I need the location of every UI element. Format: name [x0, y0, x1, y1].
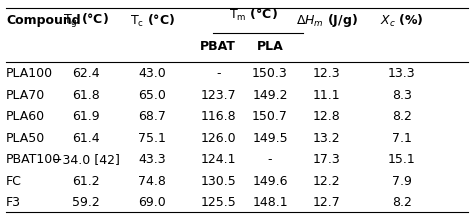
Text: 61.4: 61.4 — [73, 131, 100, 145]
Text: 69.0: 69.0 — [138, 196, 166, 209]
Text: $\Delta H_m$ (J/g): $\Delta H_m$ (J/g) — [296, 12, 357, 29]
Text: 125.5: 125.5 — [201, 196, 236, 209]
Text: $\mathrm{T_m}$ (°C): $\mathrm{T_m}$ (°C) — [229, 7, 278, 23]
Text: 61.9: 61.9 — [73, 110, 100, 123]
Text: PLA60: PLA60 — [6, 110, 45, 123]
Text: 7.1: 7.1 — [392, 131, 412, 145]
Text: $\mathrm{T_c}$ (°C): $\mathrm{T_c}$ (°C) — [129, 13, 175, 29]
Text: 12.3: 12.3 — [313, 67, 340, 80]
Text: −34.0 [42]: −34.0 [42] — [52, 153, 120, 166]
Text: 123.7: 123.7 — [201, 89, 236, 102]
Text: 74.8: 74.8 — [138, 175, 166, 188]
Text: 12.7: 12.7 — [313, 196, 340, 209]
Text: 61.2: 61.2 — [73, 175, 100, 188]
Text: 59.2: 59.2 — [73, 196, 100, 209]
Text: $X_c$ (%): $X_c$ (%) — [380, 13, 424, 29]
Text: -: - — [268, 153, 272, 166]
Text: PLA70: PLA70 — [6, 89, 46, 102]
Text: 68.7: 68.7 — [138, 110, 166, 123]
Text: 126.0: 126.0 — [201, 131, 236, 145]
Text: 65.0: 65.0 — [138, 89, 166, 102]
Text: 15.1: 15.1 — [388, 153, 416, 166]
Text: 8.2: 8.2 — [392, 110, 412, 123]
Text: 12.8: 12.8 — [313, 110, 340, 123]
Text: PBAT: PBAT — [200, 40, 236, 53]
Text: -: - — [216, 67, 220, 80]
Text: FC: FC — [6, 175, 22, 188]
Text: 149.5: 149.5 — [252, 131, 288, 145]
Text: 150.7: 150.7 — [252, 110, 288, 123]
Text: PLA100: PLA100 — [6, 67, 53, 80]
Text: PLA50: PLA50 — [6, 131, 46, 145]
Text: PLA: PLA — [256, 40, 283, 53]
Text: 12.2: 12.2 — [313, 175, 340, 188]
Text: F3: F3 — [6, 196, 21, 209]
Text: 7.9: 7.9 — [392, 175, 412, 188]
Text: 13.2: 13.2 — [313, 131, 340, 145]
Text: 149.6: 149.6 — [252, 175, 288, 188]
Text: 8.2: 8.2 — [392, 196, 412, 209]
Text: 8.3: 8.3 — [392, 89, 412, 102]
Text: 150.3: 150.3 — [252, 67, 288, 80]
Text: $\mathrm{T_g}$ (°C): $\mathrm{T_g}$ (°C) — [63, 12, 109, 30]
Text: 61.8: 61.8 — [73, 89, 100, 102]
Text: Compound: Compound — [6, 14, 81, 27]
Text: 43.3: 43.3 — [138, 153, 166, 166]
Text: PBAT100: PBAT100 — [6, 153, 61, 166]
Text: 149.2: 149.2 — [252, 89, 288, 102]
Text: 62.4: 62.4 — [73, 67, 100, 80]
Text: 75.1: 75.1 — [138, 131, 166, 145]
Text: 43.0: 43.0 — [138, 67, 166, 80]
Text: 13.3: 13.3 — [388, 67, 416, 80]
Text: 148.1: 148.1 — [252, 196, 288, 209]
Text: 124.1: 124.1 — [201, 153, 236, 166]
Text: 17.3: 17.3 — [313, 153, 340, 166]
Text: 11.1: 11.1 — [313, 89, 340, 102]
Text: 116.8: 116.8 — [201, 110, 236, 123]
Text: 130.5: 130.5 — [201, 175, 236, 188]
